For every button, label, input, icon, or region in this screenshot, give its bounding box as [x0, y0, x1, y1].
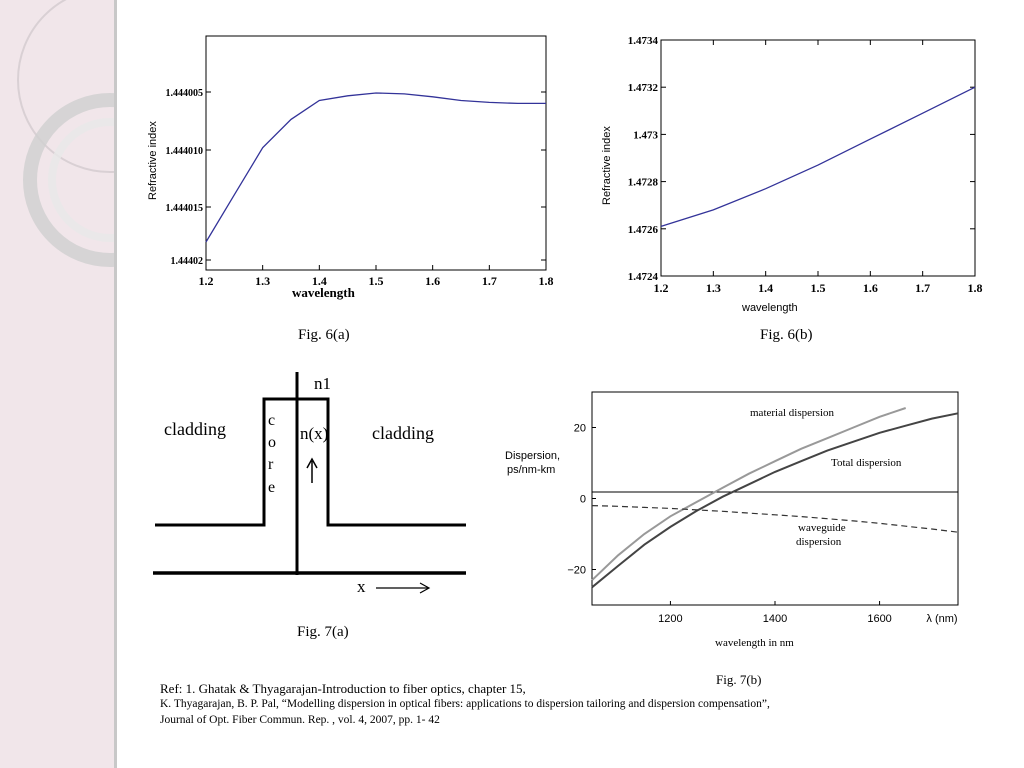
core-letter-o: o — [268, 434, 276, 451]
fig6a-xtick-label: 1.8 — [539, 274, 554, 288]
fig7b-ylabel-line1: Dispersion, — [505, 450, 560, 462]
fig7b-chart: 1200 1400 1600 λ (nm) 20 0 −20 Dispersion, ps… — [505, 391, 959, 649]
fig7b-xtick-label: 1600 — [867, 613, 891, 625]
x-axis-label: x — [357, 577, 366, 596]
fig6b-ylabel: Refractive index — [601, 126, 613, 205]
fig7b-caption: Fig. 7(b) — [716, 672, 762, 687]
fig6b-series-line — [660, 86, 976, 228]
fig7b-xtick-label: λ (nm) — [926, 613, 957, 625]
core-letter-e: e — [268, 479, 275, 496]
waveguide-dispersion-label: dispersion — [796, 536, 842, 548]
fig6b-xtick-label: 1.3 — [706, 281, 721, 295]
fig6a-ytick-label: 1.444005 — [166, 88, 204, 99]
fig7b-xtick-label: 1200 — [658, 613, 682, 625]
slide-sidebar — [0, 0, 117, 768]
nx-label: n(x) — [300, 424, 328, 443]
fig7b-ylabel-line2: ps/nm-km — [507, 464, 555, 476]
fig6a-ytick-label: 1.444015 — [166, 203, 204, 214]
fig6a-caption: Fig. 6(a) — [298, 327, 350, 343]
fig7a-diagram: cladding cladding c o r e n1 n(x) x — [153, 372, 466, 596]
fig7a-caption: Fig. 7(a) — [297, 624, 349, 640]
fig6b-ytick-label: 1.4734 — [628, 35, 659, 47]
total-dispersion-line — [591, 412, 959, 589]
fig6a-ylabel: Refractive index — [147, 121, 159, 200]
fig6b-xtick-label: 1.8 — [968, 281, 983, 295]
reference-line-2: K. Thyagarajan, B. P. Pal, “Modelling di… — [160, 698, 770, 710]
fig7b-xtick-label: 1400 — [763, 613, 787, 625]
fig6a-xtick-label: 1.3 — [255, 274, 270, 288]
fig6b-xtick-label: 1.5 — [811, 281, 826, 295]
fig6a-xtick-label: 1.4 — [312, 274, 327, 288]
fig6b-xtick-label: 1.2 — [654, 281, 669, 295]
fig6b-ytick-label: 1.4726 — [628, 224, 659, 236]
n1-label: n1 — [314, 374, 331, 393]
fig6b-ytick-label: 1.4728 — [628, 177, 659, 189]
fig6b-xtick-label: 1.6 — [863, 281, 878, 295]
fig6b-xtick-label: 1.4 — [758, 281, 773, 295]
fig6a-xtick-label: 1.2 — [199, 274, 214, 288]
right-arrow-head — [419, 582, 431, 594]
total-dispersion-label: Total dispersion — [831, 457, 902, 469]
fig6b-chart: 1.2 1.3 1.4 1.5 1.6 1.7 1.8 1.4724 1.4726 1.4728… — [601, 35, 983, 314]
fig6b-xlabel: wavelength — [741, 302, 798, 314]
fig7b-xlabel: wavelength in nm — [715, 637, 794, 649]
reference-line-1: Ref: 1. Ghatak & Thyagarajan-Introductio… — [160, 681, 526, 696]
fig6a-xtick-label: 1.7 — [482, 274, 497, 288]
core-letter-r: r — [268, 456, 274, 473]
material-dispersion-line — [591, 407, 907, 581]
sidebar-rings-decoration — [17, 0, 114, 267]
fig6b-ytick-label: 1.4724 — [628, 271, 659, 283]
fig7b-ytick-label: 20 — [574, 423, 586, 435]
fig6a-xtick-label: 1.6 — [425, 274, 440, 288]
fig6b-ytick-label: 1.4732 — [628, 82, 659, 94]
fig6b-xtick-label: 1.7 — [915, 281, 930, 295]
fig6b-caption: Fig. 6(b) — [760, 327, 813, 343]
up-arrow-head — [306, 457, 318, 469]
fig7b-ytick-label: 0 — [580, 494, 586, 506]
fig6a-ytick-label: 1.444010 — [166, 146, 204, 157]
waveguide-dispersion-line — [591, 505, 959, 533]
core-letter-c: c — [268, 412, 275, 429]
fig6a-xtick-label: 1.5 — [369, 274, 384, 288]
waveguide-label: waveguide — [798, 522, 846, 534]
fig6a-ytick-label: 1.44402 — [171, 256, 204, 267]
cladding-right-label: cladding — [372, 423, 434, 443]
fig7b-ytick-label: −20 — [567, 565, 586, 577]
cladding-left-label: cladding — [164, 419, 226, 439]
fig6a-xlabel: wavelength — [292, 285, 356, 300]
fig6a-series-line — [205, 92, 546, 243]
fig6a-chart: 1.2 1.3 1.4 1.5 1.6 1.7 1.8 1.444005 1.444010 1.… — [147, 35, 554, 300]
material-dispersion-label: material dispersion — [750, 407, 835, 419]
reference-line-3: Journal of Opt. Fiber Commun. Rep. , vol… — [160, 714, 440, 726]
fig6b-ytick-label: 1.473 — [633, 129, 658, 141]
